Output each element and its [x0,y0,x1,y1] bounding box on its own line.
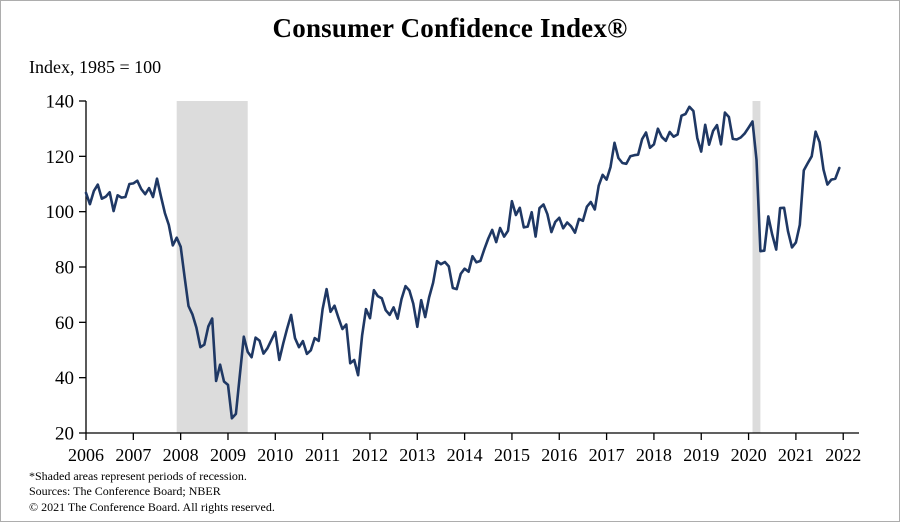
x-tick-label: 2014 [447,445,483,463]
footnote-sources: Sources: The Conference Board; NBER [29,484,221,499]
cci-line [84,105,841,420]
x-tick-label: 2012 [352,445,388,463]
footnote-recession-note: *Shaded areas represent periods of reces… [29,468,247,483]
x-tick-label: 2020 [731,445,767,463]
y-tick-label: 100 [46,202,75,223]
x-tick-label: 2009 [210,445,246,463]
y-tick-label: 120 [46,147,75,168]
chart-title: Consumer Confidence Index® [272,13,628,43]
footnotes: *Shaded areas represent periods of reces… [29,469,275,516]
recession-band [752,101,761,433]
x-tick-label: 2018 [636,445,672,463]
y-tick-label: 60 [55,313,74,334]
recession-band [176,101,248,433]
consumer-confidence-line-chart: 20 40 60 80 100 120 140 2006 2007 2008 2009 2010 201… [46,92,862,464]
y-axis-unit-label: Index, 1985 = 100 [29,57,162,77]
y-tick-label: 20 [55,424,74,445]
x-tick-label: 2010 [257,445,293,463]
y-tick-label: 140 [46,92,75,113]
y-tick-label: 40 [55,368,74,389]
y-tick-label: 80 [55,258,74,279]
x-tick-label: 2019 [683,445,719,463]
x-tick-label: 2017 [589,445,625,463]
x-tick-label: 2021 [778,445,814,463]
x-tick-label: 2016 [541,445,577,463]
x-tick-label: 2007 [115,445,151,463]
x-tick-label: 2006 [68,445,104,463]
x-tick-label: 2022 [825,445,861,463]
x-tick-label: 2013 [399,445,435,463]
x-tick-label: 2008 [163,445,199,463]
x-tick-label: 2015 [494,445,530,463]
footnote-copyright: © 2021 The Conference Board. All rights … [29,500,275,515]
x-tick-label: 2011 [305,445,340,463]
